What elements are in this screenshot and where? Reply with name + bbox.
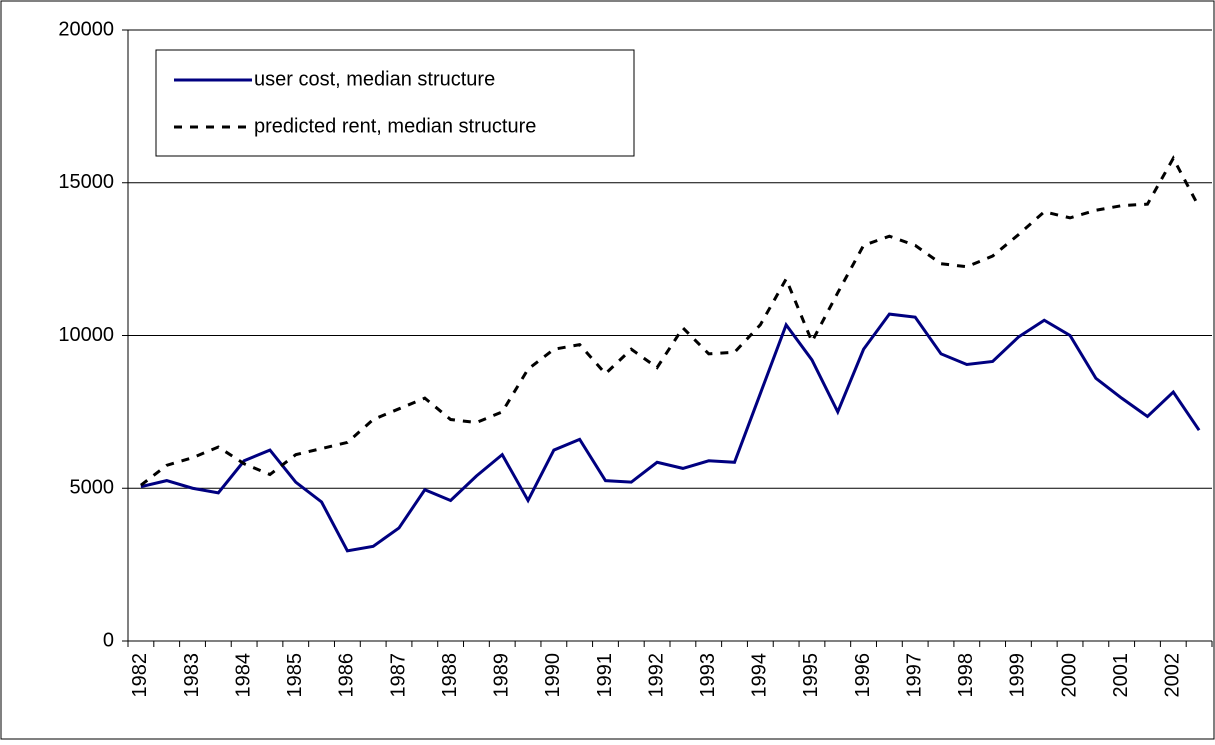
x-tick-label: 1995 [800,653,822,698]
x-tick-label: 1997 [903,653,925,698]
x-tick-label: 1996 [852,653,874,698]
x-tick-label: 2001 [1110,653,1132,698]
y-tick-label: 5000 [70,477,115,499]
y-tick-label: 10000 [58,324,114,346]
x-tick-label: 1983 [181,653,203,698]
x-tick-label: 1989 [491,653,513,698]
x-tick-label: 1998 [955,653,977,698]
y-tick-label: 0 [103,629,114,651]
line-series [140,312,1201,553]
x-tick-label: 1994 [749,653,771,698]
x-tick-label: 2002 [1162,653,1184,698]
x-tick-label: 1987 [387,653,409,698]
x-tick-label: 1982 [129,653,151,698]
x-tick-label: 1986 [336,653,358,698]
y-tick-label: 15000 [58,171,114,193]
x-tick-label: 1991 [594,653,616,698]
x-tick-label: 1993 [697,653,719,698]
legend-box [155,49,635,157]
x-tick-label: 1985 [284,653,306,698]
y-tick-label: 20000 [58,18,114,40]
x-tick-label: 1984 [232,653,254,698]
legend-label: user cost, median structure [254,68,495,90]
x-tick-label: 1992 [645,653,667,698]
x-tick-label: 1999 [1007,653,1029,698]
x-tick-label: 1990 [542,653,564,698]
legend-label: predicted rent, median structure [254,115,536,137]
x-tick-label: 2000 [1058,653,1080,698]
x-tick-label: 1988 [439,653,461,698]
